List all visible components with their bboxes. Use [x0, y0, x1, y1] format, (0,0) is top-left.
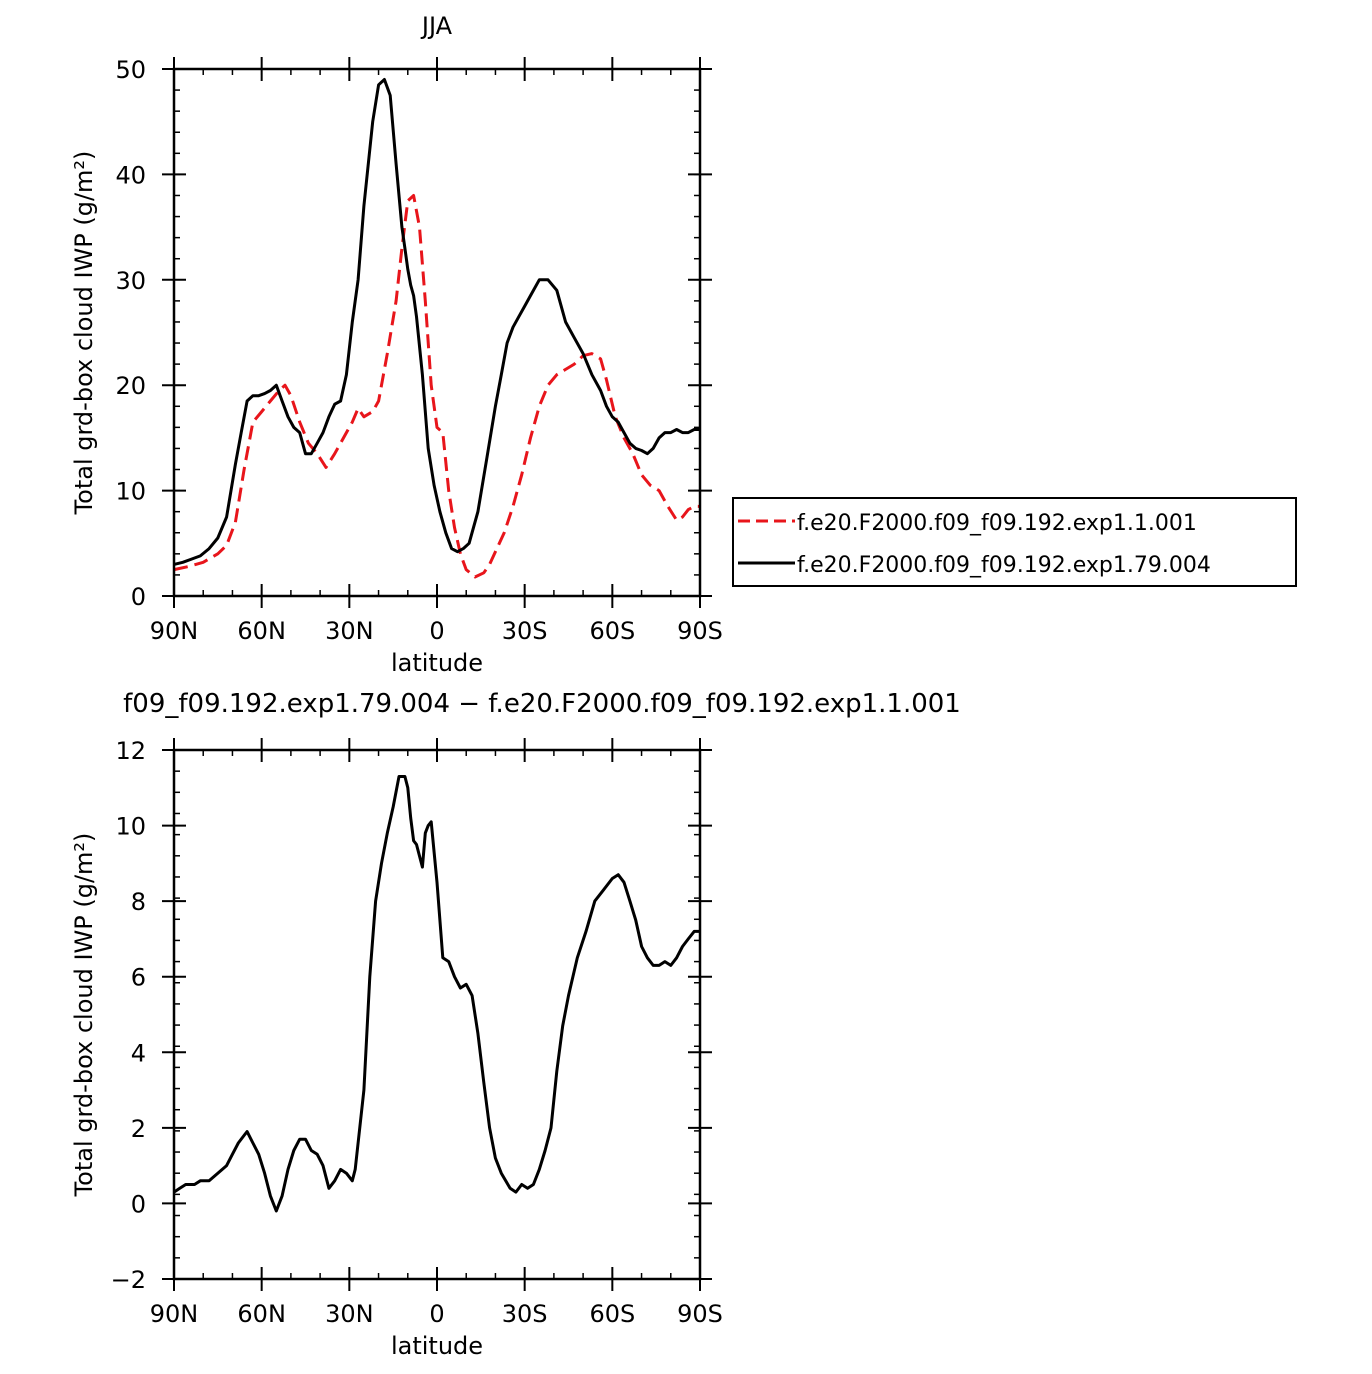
series-line	[173, 775, 700, 1213]
x-tick-label: 60N	[237, 617, 286, 645]
plot-frame	[172, 748, 702, 1281]
x-tick-label: 90N	[150, 617, 199, 645]
top-chart: 90N 60N 30N 0 30S 60S 90S 0 10 20 30 40 50 latitude To…	[70, 56, 723, 677]
x-tick-label: 30S	[502, 1300, 548, 1328]
x-tick-label: 60S	[589, 617, 635, 645]
top-chart-title: JJA	[420, 12, 453, 40]
x-tick-label: 30N	[325, 1300, 374, 1328]
y-axis-label: Total grd-box cloud IWP (g/m²)	[70, 833, 98, 1198]
y-tick-label: 0	[131, 583, 146, 611]
x-tick-label: 30N	[325, 617, 374, 645]
x-axis-label: latitude	[391, 649, 483, 677]
x-tick-label: 90N	[150, 1300, 199, 1328]
y-tick-label: 2	[131, 1115, 146, 1143]
y-tick-label: 50	[115, 56, 146, 84]
bottom-chart-title: f09_f09.192.exp1.79.004 − f.e20.F2000.f0…	[123, 689, 961, 719]
x-tick-label: 90S	[677, 1300, 723, 1328]
series-line	[173, 194, 700, 579]
y-tick-label: 30	[115, 267, 146, 295]
y-tick-label: 40	[115, 161, 146, 189]
x-tick-label: 0	[429, 1300, 444, 1328]
series-line	[173, 78, 700, 566]
y-axis-label: Total grd-box cloud IWP (g/m²)	[70, 151, 98, 516]
legend-box	[732, 497, 1297, 587]
y-tick-label: 4	[131, 1039, 146, 1067]
y-tick-label: 20	[115, 372, 146, 400]
x-tick-label: 30S	[502, 617, 548, 645]
y-tick-label: 8	[131, 888, 146, 916]
x-tick-label: 0	[429, 617, 444, 645]
y-tick-label: −2	[111, 1266, 146, 1294]
x-tick-label: 60N	[237, 1300, 286, 1328]
y-tick-label: 6	[131, 964, 146, 992]
top-chart-legend: f.e20.F2000.f09_f09.192.exp1.1.001 f.e20.…	[732, 497, 1297, 587]
y-tick-label: 12	[115, 737, 146, 765]
y-tick-label: 10	[115, 813, 146, 841]
plot-frame	[172, 67, 702, 598]
bottom-chart: 90N 60N 30N 0 30S 60S 90S −2 0 2 4 6 8 10 12 latitude To…	[70, 737, 723, 1360]
y-tick-label: 10	[115, 478, 146, 506]
x-tick-label: 60S	[589, 1300, 635, 1328]
legend-label: f.e20.F2000.f09_f09.192.exp1.1.001	[797, 511, 1197, 536]
y-tick-label: 0	[131, 1190, 146, 1218]
x-tick-label: 90S	[677, 617, 723, 645]
legend-label: f.e20.F2000.f09_f09.192.exp1.79.004	[797, 553, 1211, 578]
x-axis-label: latitude	[391, 1332, 483, 1360]
